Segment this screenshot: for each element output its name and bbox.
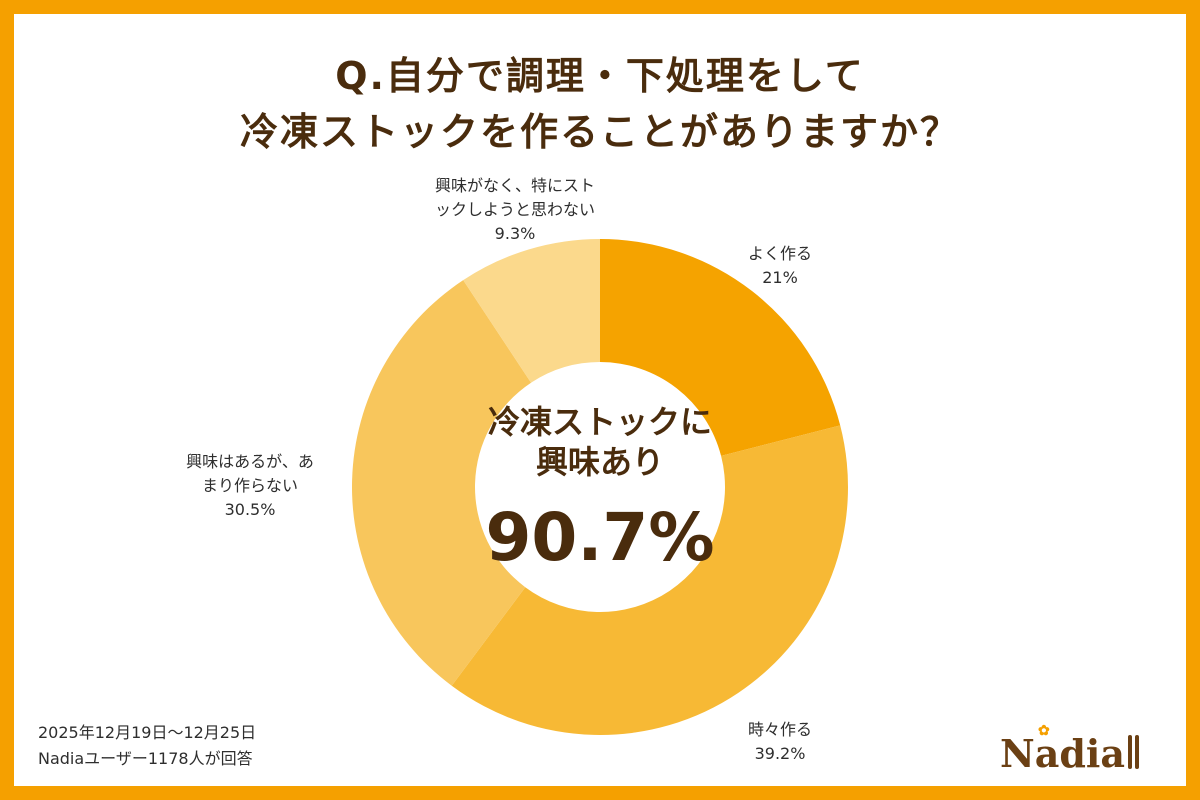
slice-label-rarely: 興味はあるが、あ まり作らない 30.5% — [140, 450, 360, 522]
slice-label-often: よく作る 21% — [680, 242, 880, 290]
survey-footer: 2025年12月19日〜12月25日 Nadiaユーザー1178人が回答 — [38, 720, 256, 772]
slice-label-often-text: よく作る — [747, 244, 812, 263]
chart-frame: Q.自分で調理・下処理をして 冷凍ストックを作ることがありますか？ よく作る 2… — [14, 14, 1186, 786]
slice-value-no-interest: 9.3% — [494, 224, 536, 243]
donut-slice-sometimes — [451, 425, 848, 735]
slice-value-rarely: 30.5% — [224, 500, 276, 519]
donut-center-text: 冷凍ストックに 興味あり 90.7% — [450, 402, 750, 580]
donut-slice-no-interest — [463, 239, 600, 383]
nadia-logo: ✿ Nadia — [1000, 723, 1139, 782]
title-line-2: 冷凍ストックを作ることがありますか？ — [239, 110, 960, 154]
slice-label-no-interest: 興味がなく、特にスト ックしようと思わない 9.3% — [400, 174, 630, 246]
center-percentage: 90.7% — [485, 499, 715, 576]
logo-wordmark: Nadia — [1000, 731, 1125, 776]
donut-chart — [352, 239, 848, 735]
slice-label-no-interest-text-2: ックしようと思わない — [434, 200, 595, 219]
chart-title: Q.自分で調理・下処理をして 冷凍ストックを作ることがありますか？ — [14, 48, 1186, 160]
flower-icon: ✿ — [1038, 723, 1050, 739]
donut-slice-rarely — [352, 280, 532, 686]
fork-icon — [1127, 735, 1132, 769]
center-line-2: 興味あり — [535, 443, 664, 481]
spoon-icon — [1134, 735, 1139, 769]
survey-period: 2025年12月19日〜12月25日 — [38, 723, 257, 742]
title-line-1: Q.自分で調理・下処理をして — [335, 54, 865, 98]
slice-label-no-interest-text-1: 興味がなく、特にスト — [434, 176, 595, 195]
slice-label-sometimes-text: 時々作る — [747, 720, 812, 739]
survey-respondents: Nadiaユーザー1178人が回答 — [38, 749, 253, 768]
slice-label-rarely-text-2: まり作らない — [201, 476, 298, 495]
slice-label-sometimes: 時々作る 39.2% — [680, 718, 880, 766]
center-line-1: 冷凍ストックに — [487, 403, 712, 441]
slice-value-often: 21% — [762, 268, 798, 287]
donut-slice-often — [600, 239, 841, 456]
slice-value-sometimes: 39.2% — [754, 744, 806, 763]
slice-label-rarely-text-1: 興味はあるが、あ — [186, 452, 314, 471]
